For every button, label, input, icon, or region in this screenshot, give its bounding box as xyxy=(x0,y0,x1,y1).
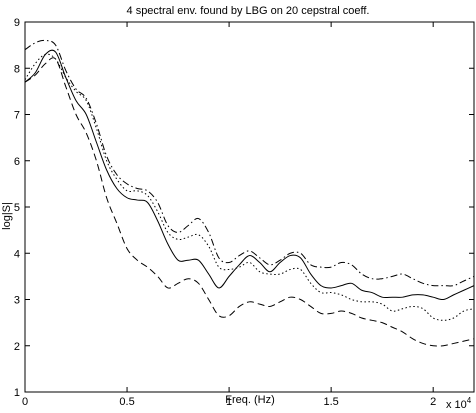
y-tick-label: 1 xyxy=(14,387,20,399)
y-axis-ticks: 1 2 3 4 5 6 7 8 9 xyxy=(14,17,474,399)
x-axis-multiplier-exponent: 4 xyxy=(467,396,472,405)
y-tick-label: 9 xyxy=(14,17,20,29)
series-line-dashdot xyxy=(24,39,475,287)
series-line-dashed xyxy=(24,57,475,347)
y-tick-label: 3 xyxy=(14,295,20,307)
series-line-solid xyxy=(24,49,475,301)
x-tick-label: 2 xyxy=(430,396,436,408)
y-tick-label: 2 xyxy=(14,341,20,353)
series-line-dotted xyxy=(24,53,475,321)
y-tick-label: 6 xyxy=(14,156,20,168)
x-axis-multiplier-base: x 10 xyxy=(446,399,467,411)
y-tick-label: 4 xyxy=(14,248,20,260)
y-tick-label: 5 xyxy=(14,202,20,214)
y-tick-label: 8 xyxy=(14,63,20,75)
plot-area: 0 0.5 1 1.5 2 1 2 3 4 5 6 7 8 9 xyxy=(14,17,475,408)
x-tick-label: 1 xyxy=(226,396,232,408)
x-tick-label: 0 xyxy=(22,396,28,408)
series-group xyxy=(24,39,475,347)
x-tick-label: 0.5 xyxy=(119,396,134,408)
x-axis-multiplier: x 104 xyxy=(446,396,472,411)
y-axis-label: log|S| xyxy=(1,202,13,230)
y-tick-label: 7 xyxy=(14,110,20,122)
plot-frame xyxy=(24,21,475,393)
x-axis-label: Freq. (Hz) xyxy=(225,394,275,406)
x-tick-label: 1.5 xyxy=(323,396,338,408)
chart-title: 4 spectral env. found by LBG on 20 cepst… xyxy=(127,5,370,17)
x-axis-ticks: 0 0.5 1 1.5 2 xyxy=(22,22,436,408)
